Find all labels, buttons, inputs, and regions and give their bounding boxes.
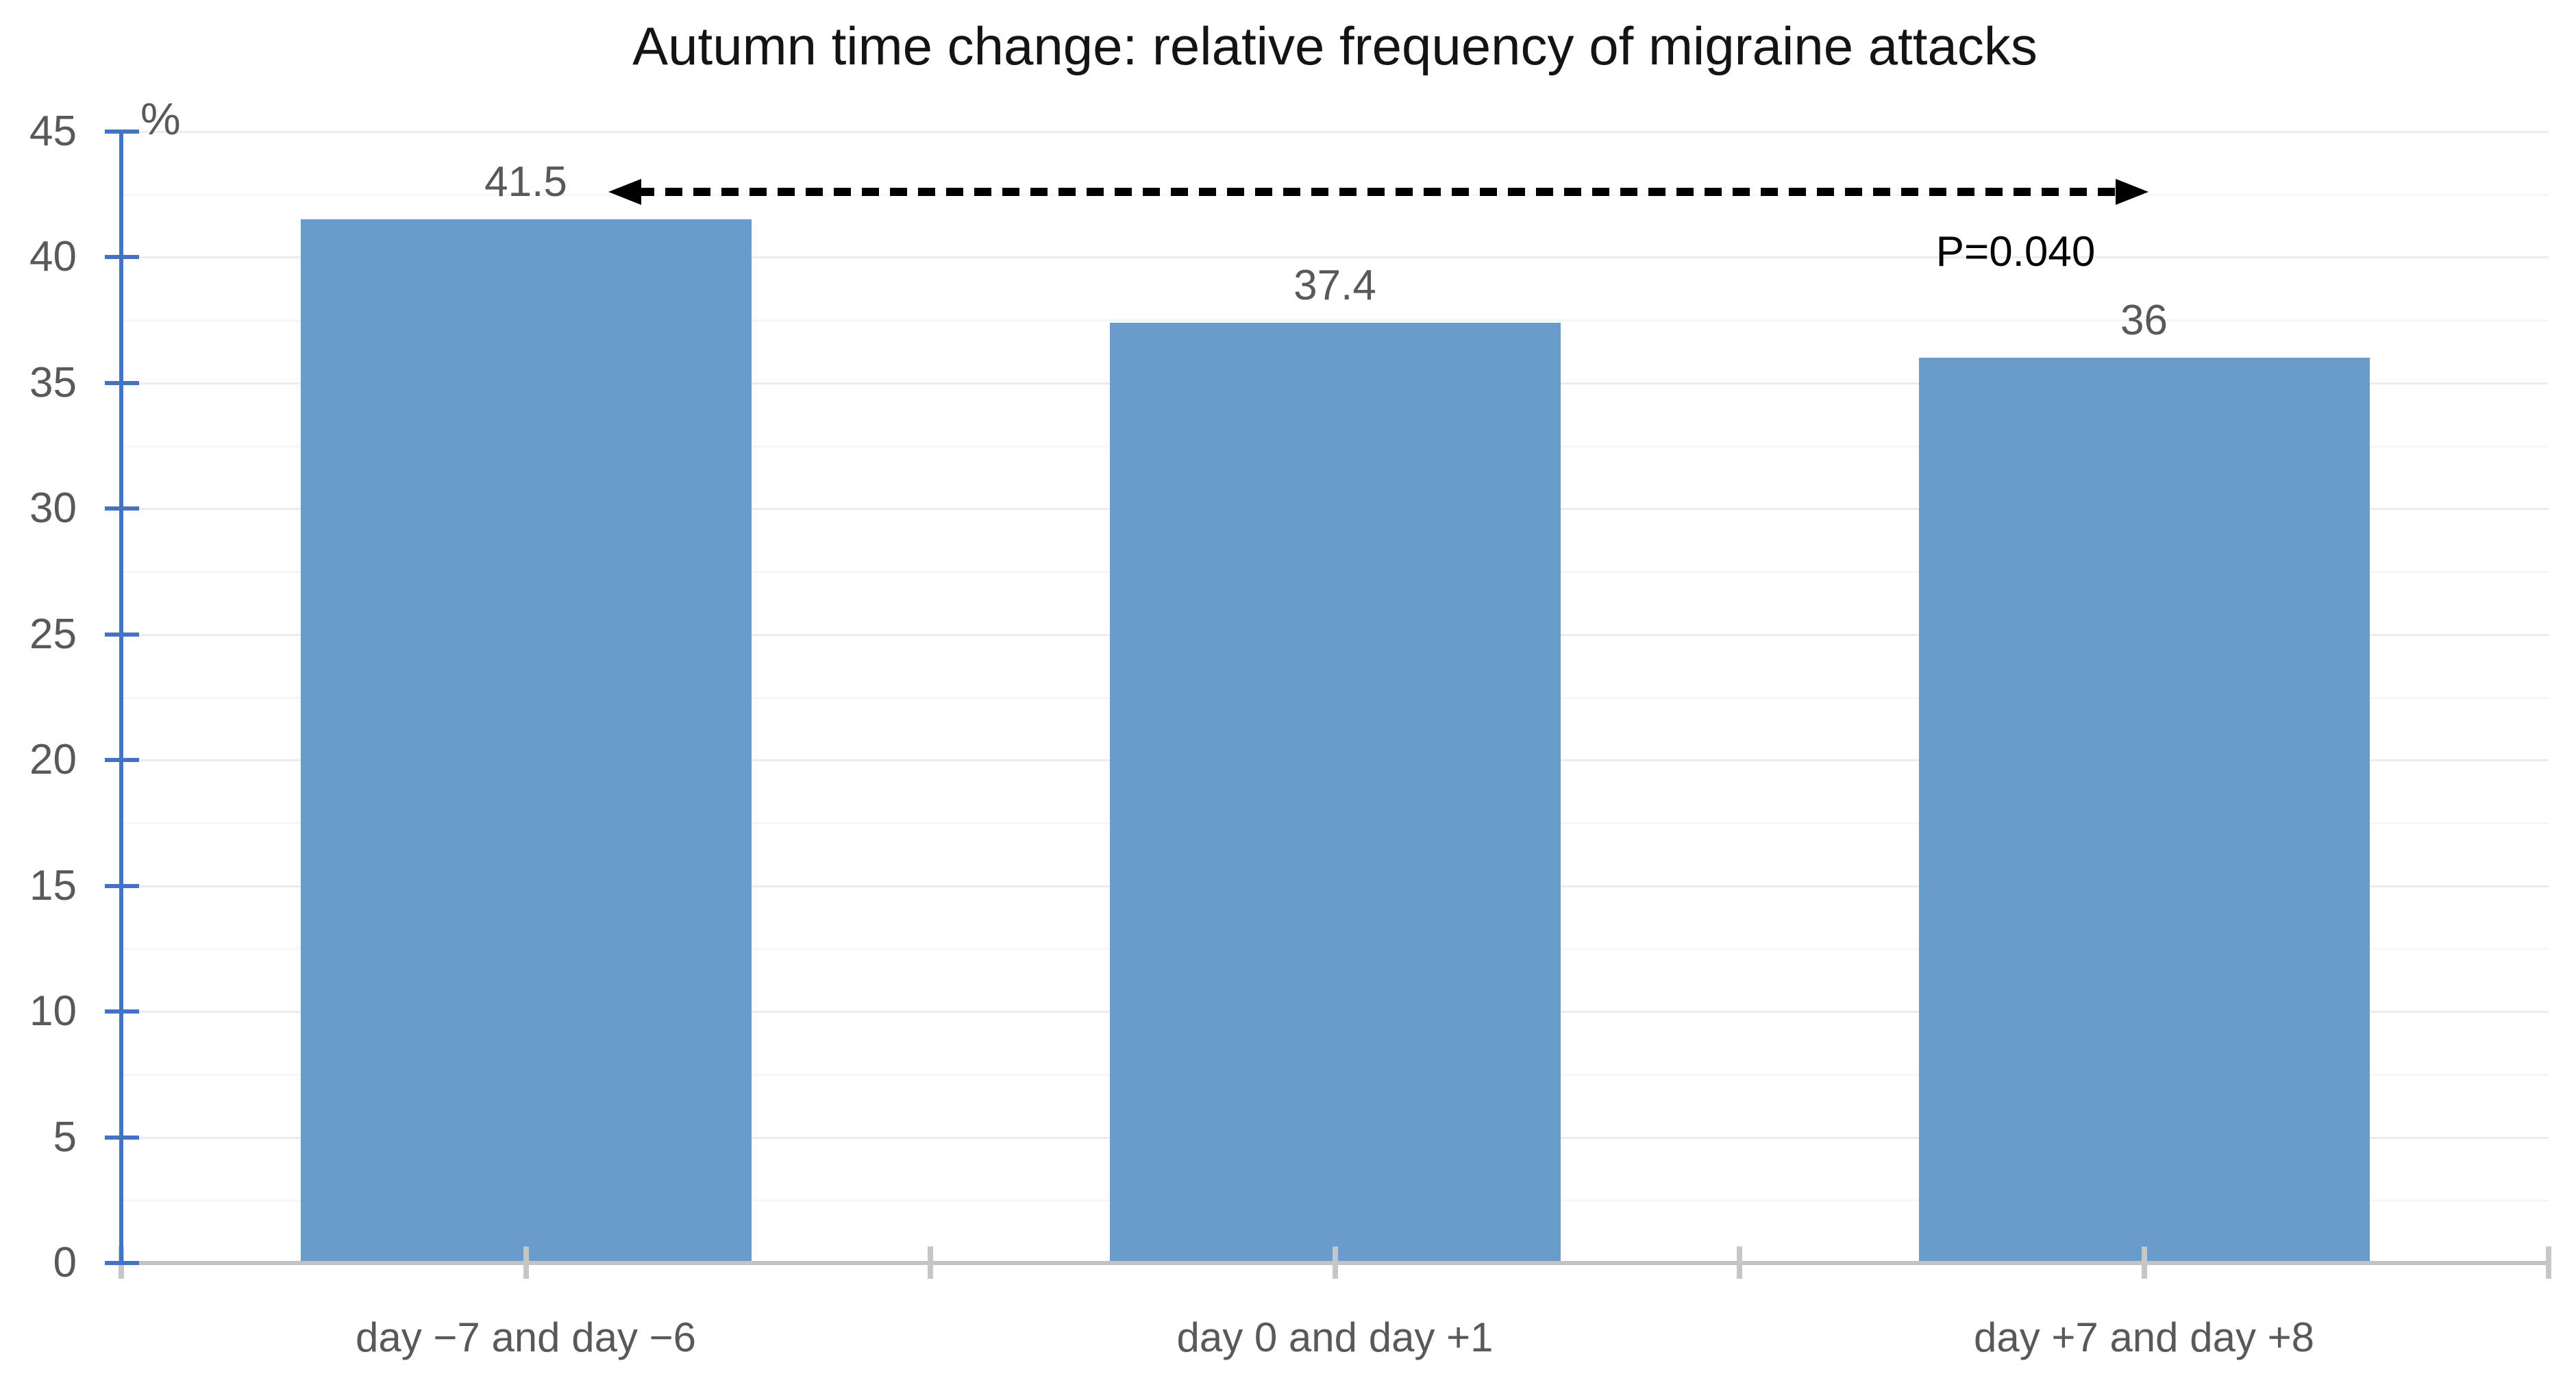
arrow-right-head-icon <box>2116 179 2148 205</box>
category-label: day 0 and day +1 <box>1176 1314 1494 1360</box>
y-axis-tick-label: 10 <box>29 987 77 1035</box>
y-axis-tick <box>105 1009 139 1014</box>
category-label: day −7 and day −6 <box>355 1314 697 1360</box>
major-gridline <box>121 131 2549 133</box>
y-axis-tick-label: 15 <box>29 861 77 909</box>
y-axis-tick <box>105 506 139 511</box>
y-axis-tick <box>105 758 139 763</box>
y-axis-tick-label: 45 <box>29 108 77 155</box>
y-axis-tick-label: 25 <box>29 610 77 658</box>
p-value-label: P=0.040 <box>1935 228 2096 275</box>
y-axis-tick <box>105 255 139 260</box>
arrow-left-head-icon <box>608 179 641 205</box>
significance-arrow-line <box>637 188 2118 196</box>
bar-value-label: 36 <box>2120 297 2168 345</box>
y-axis-tick <box>105 130 139 134</box>
x-axis-tick <box>523 1247 529 1279</box>
y-axis-unit-label: % <box>140 93 181 144</box>
bar <box>1109 322 1561 1263</box>
y-axis-tick <box>105 1135 139 1140</box>
bar-value-label: 41.5 <box>484 158 567 206</box>
minor-gridline <box>121 319 2549 322</box>
x-axis-tick <box>2546 1247 2551 1279</box>
y-axis-tick-label: 40 <box>29 233 77 281</box>
y-axis-tick-label: 30 <box>29 484 77 532</box>
bar <box>300 219 752 1263</box>
y-axis-tick <box>105 380 139 385</box>
y-axis-line <box>119 132 123 1263</box>
major-gridline <box>121 256 2549 259</box>
category-label: day +7 and day +8 <box>1973 1314 2315 1360</box>
x-axis-tick <box>928 1247 933 1279</box>
x-axis-tick <box>2141 1247 2147 1279</box>
y-axis-tick-label: 5 <box>53 1113 77 1161</box>
chart-title: Autumn time change: relative frequency o… <box>632 16 2038 76</box>
bar <box>1918 358 2370 1263</box>
y-axis-tick-label: 0 <box>53 1239 77 1286</box>
y-axis-tick <box>105 1261 139 1265</box>
x-axis-tick <box>1737 1247 1742 1279</box>
y-axis-tick <box>105 632 139 637</box>
y-axis-tick <box>105 883 139 888</box>
y-axis-tick-label: 20 <box>29 736 77 784</box>
bar-value-label: 37.4 <box>1293 261 1376 309</box>
y-axis-tick-label: 35 <box>29 358 77 406</box>
x-axis-tick <box>1332 1247 1338 1279</box>
